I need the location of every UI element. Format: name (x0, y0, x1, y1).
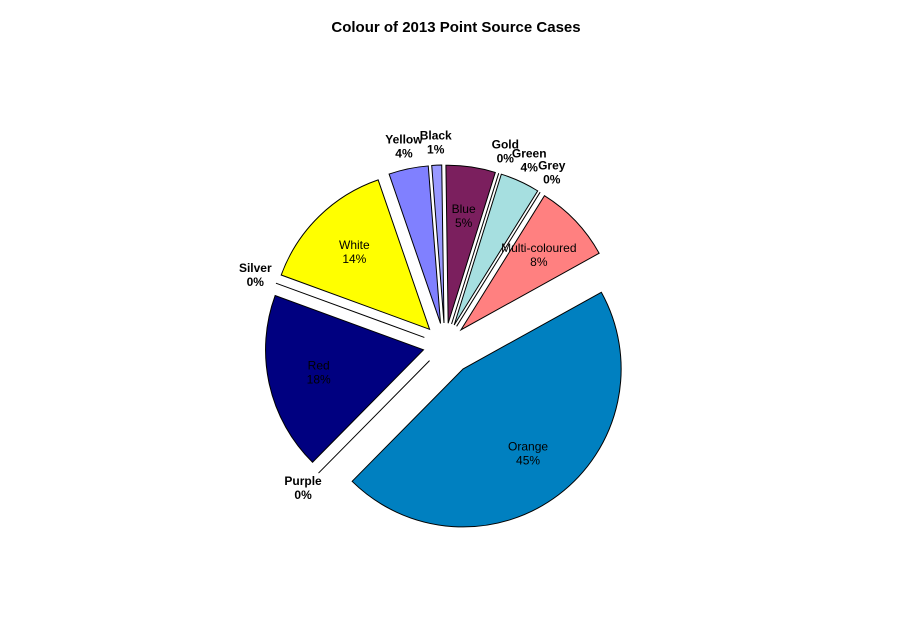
slice-label: Multi-coloured (501, 241, 576, 255)
chart-title: Colour of 2013 Point Source Cases (331, 19, 580, 36)
value-label: 5% (455, 216, 473, 230)
value-label: 45% (516, 454, 540, 468)
pie-slice (453, 173, 539, 326)
pie-slice (431, 164, 445, 324)
slice-label: Purple (284, 474, 322, 488)
pie-slice (280, 179, 431, 331)
slice-label: Grey (538, 159, 566, 173)
slice-label: White (339, 238, 370, 252)
value-label: 0% (247, 275, 265, 289)
slice-label: Silver (239, 261, 272, 275)
value-label: 0% (543, 173, 561, 187)
slice-label: Blue (452, 202, 476, 216)
pie-slice (445, 164, 496, 324)
slice-label: Green (512, 147, 547, 161)
value-label: 0% (497, 151, 515, 165)
value-label: 14% (342, 252, 366, 266)
value-label: 4% (521, 161, 539, 175)
pie-slice (351, 291, 622, 528)
slice-label: Black (420, 128, 452, 142)
slice-label: Red (308, 358, 330, 372)
slice-label: Yellow (385, 132, 423, 146)
value-label: 4% (395, 146, 413, 160)
value-label: 0% (294, 488, 312, 502)
pie-slice (451, 173, 500, 325)
slice-label: Gold (492, 137, 519, 151)
pie-slice (388, 165, 442, 324)
value-label: 18% (307, 372, 331, 386)
pie-slice (318, 360, 430, 474)
value-label: 8% (530, 255, 548, 269)
slice-label: Orange (508, 440, 548, 454)
pie-slice (459, 195, 600, 332)
pie-slice (265, 294, 425, 463)
value-label: 1% (427, 142, 445, 156)
